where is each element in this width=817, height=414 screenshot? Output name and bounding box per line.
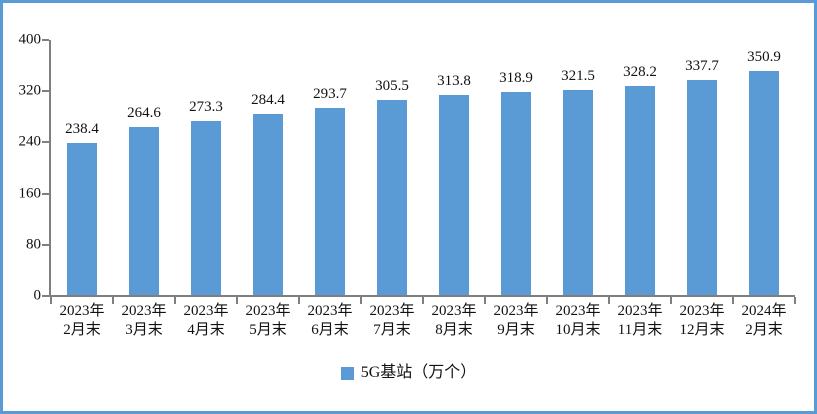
y-tick-label: 0 xyxy=(33,287,42,304)
x-tick-label: 2023年 6月末 xyxy=(307,303,353,338)
x-tick-label: 2023年 12月末 xyxy=(679,303,725,338)
x-tick-label: 2023年 2月末 xyxy=(59,303,105,338)
x-tick-mark xyxy=(422,297,424,304)
bar-value-label: 305.5 xyxy=(375,78,409,95)
legend-label: 5G基站（万个） xyxy=(360,364,477,381)
bar-value-label: 337.7 xyxy=(685,57,719,74)
bar-slot: 313.8 xyxy=(423,40,485,296)
y-tick-mark xyxy=(42,243,49,246)
x-tick-mark xyxy=(608,297,610,304)
bar-value-label: 321.5 xyxy=(561,68,595,85)
y-tick-mark xyxy=(42,39,49,41)
bar xyxy=(191,121,221,296)
legend-swatch-icon xyxy=(340,366,354,380)
bar-value-label: 238.4 xyxy=(65,121,99,138)
x-tick-label: 2024年 2月末 xyxy=(741,303,787,338)
y-axis-ticks xyxy=(42,39,795,297)
bar xyxy=(749,71,779,296)
bar xyxy=(129,126,159,296)
bar-slot: 284.4 xyxy=(237,40,299,296)
x-axis-line xyxy=(49,295,795,297)
x-tick-label: 2023年 7月末 xyxy=(369,303,415,338)
x-tick-mark xyxy=(112,297,114,304)
x-tick-label: 2023年 3月末 xyxy=(121,303,167,338)
bar-slot: 321.5 xyxy=(547,40,609,296)
y-tick-mark xyxy=(42,141,49,144)
x-tick-mark xyxy=(732,297,734,304)
x-tick-mark xyxy=(174,297,176,304)
y-tick-mark xyxy=(42,192,49,195)
bar xyxy=(439,95,469,296)
y-tick-label: 320 xyxy=(18,82,42,99)
x-tick-label: 2023年 4月末 xyxy=(183,303,229,338)
x-tick-mark xyxy=(546,297,548,304)
bar-value-label: 284.4 xyxy=(251,91,285,108)
bar xyxy=(315,108,345,296)
bar-value-label: 264.6 xyxy=(127,104,161,121)
y-tick-mark xyxy=(42,295,49,297)
x-tick-label: 2023年 10月末 xyxy=(555,303,601,338)
bars-row: 238.4 264.6 273.3 284.4 293.7 305.5 313.8 318.9… xyxy=(51,40,795,296)
x-tick-mark xyxy=(50,297,52,304)
x-tick-mark xyxy=(670,297,672,304)
x-tick-label: 2023年 5月末 xyxy=(245,303,291,338)
bar xyxy=(501,91,531,296)
legend: 5G基站（万个） xyxy=(3,365,814,381)
bar-value-label: 273.3 xyxy=(189,99,223,116)
bar xyxy=(625,85,655,296)
x-tick-mark xyxy=(484,297,486,304)
y-axis-labels: 0 80 160 240 320 400 xyxy=(3,32,42,303)
x-tick-mark xyxy=(794,297,796,304)
bar-value-label: 328.2 xyxy=(623,63,657,80)
bar-value-label: 313.8 xyxy=(437,73,471,90)
x-tick-mark xyxy=(298,297,300,304)
x-axis-ticks xyxy=(50,40,796,304)
bar-slot: 293.7 xyxy=(299,40,361,296)
y-tick-label: 160 xyxy=(18,185,42,202)
y-tick-label: 240 xyxy=(18,133,42,150)
y-tick-label: 400 xyxy=(18,31,42,48)
bar-slot: 328.2 xyxy=(609,40,671,296)
bar-slot: 305.5 xyxy=(361,40,423,296)
bar-slot: 337.7 xyxy=(671,40,733,296)
x-tick-label: 2023年 9月末 xyxy=(493,303,539,338)
x-tick-label: 2023年 11月末 xyxy=(617,303,663,338)
x-tick-label: 2023年 8月末 xyxy=(431,303,477,338)
x-tick-mark xyxy=(236,297,238,304)
plot-area: 238.4 264.6 273.3 284.4 293.7 305.5 313.8 318.9… xyxy=(42,39,796,304)
bar-value-label: 350.9 xyxy=(747,49,781,66)
bar-value-label: 318.9 xyxy=(499,69,533,86)
x-axis-labels: 2023年 2月末 2023年 3月末 2023年 4月末 2023年 5月末 2023年 6月末… xyxy=(51,302,795,340)
bar-slot: 273.3 xyxy=(175,40,237,296)
bar-slot: 264.6 xyxy=(113,40,175,296)
x-tick-mark xyxy=(360,297,362,304)
bar-slot: 318.9 xyxy=(485,40,547,296)
bar xyxy=(687,79,717,296)
bar-value-label: 293.7 xyxy=(313,86,347,103)
bar-slot: 350.9 xyxy=(733,40,795,296)
bar-slot: 238.4 xyxy=(51,40,113,296)
y-tick-mark xyxy=(42,90,49,93)
bar xyxy=(377,100,407,296)
bar xyxy=(563,90,593,296)
bar xyxy=(67,143,97,296)
bar xyxy=(253,113,283,296)
y-axis-line xyxy=(49,40,51,297)
y-tick-label: 80 xyxy=(26,236,41,253)
